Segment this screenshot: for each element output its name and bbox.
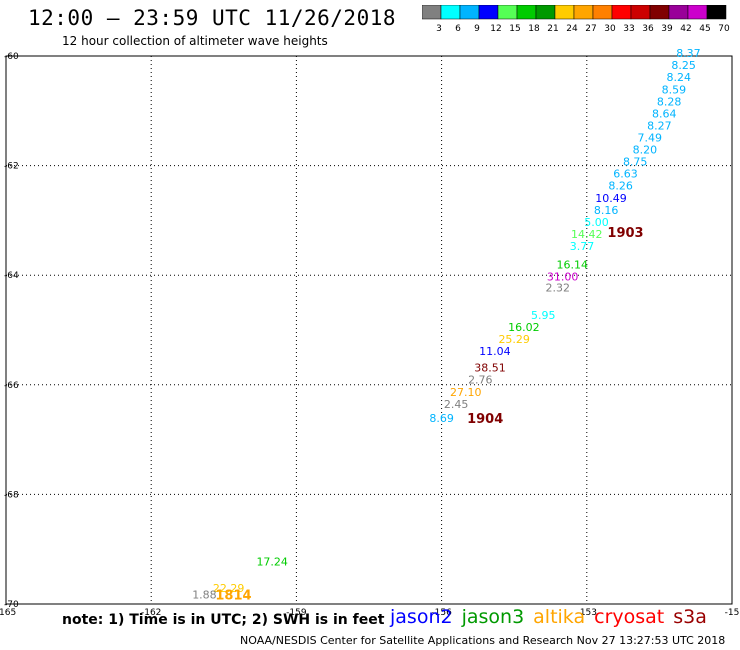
color-scale-label: 42 bbox=[680, 24, 691, 34]
color-scale-label: 6 bbox=[455, 24, 461, 34]
color-scale-label: 39 bbox=[661, 24, 673, 34]
color-scale-label: 36 bbox=[642, 24, 654, 34]
wave-height-label: 8.27 bbox=[647, 119, 672, 132]
pass-time-label: 1904 bbox=[467, 412, 503, 427]
satellite-legend: jason2 jason3 altika cryosat s3a bbox=[390, 606, 716, 628]
wave-height-label: 7.49 bbox=[637, 131, 662, 144]
wave-height-label: 8.28 bbox=[657, 95, 682, 108]
credit-line: NOAA/NESDIS Center for Satellite Applica… bbox=[240, 634, 726, 647]
wave-height-label: 6.63 bbox=[613, 168, 638, 181]
color-scale-label: 21 bbox=[547, 24, 558, 34]
satellite-name-altika: altika bbox=[533, 606, 586, 628]
wave-height-label: 5.00 bbox=[584, 216, 609, 229]
wave-height-label: 3.77 bbox=[570, 240, 595, 253]
plot-frame bbox=[5, 55, 733, 605]
wave-height-label: 11.04 bbox=[479, 345, 511, 358]
satellite-name-s3a: s3a bbox=[673, 606, 707, 628]
x-tick-label: -159 bbox=[286, 608, 307, 618]
units-note: note: 1) Time is in UTC; 2) SWH is in fe… bbox=[62, 612, 385, 628]
wave-height-label: 8.64 bbox=[652, 107, 677, 120]
wave-height-label: 8.20 bbox=[633, 144, 658, 157]
wave-height-label: 8.37 bbox=[676, 47, 701, 60]
wave-height-label: 16.14 bbox=[557, 259, 589, 272]
y-tick-label: -64 bbox=[4, 271, 19, 281]
pass-time-label: 1814 bbox=[215, 589, 251, 604]
color-scale-label: 70 bbox=[718, 24, 730, 34]
y-tick-label: -70 bbox=[4, 600, 19, 610]
wave-height-label: 31.00 bbox=[547, 271, 579, 284]
color-scale-label: 3 bbox=[436, 24, 442, 34]
y-tick-label: -62 bbox=[4, 162, 19, 172]
satellite-name-jason2: jason2 bbox=[390, 606, 453, 628]
wave-height-label: 8.24 bbox=[667, 71, 692, 84]
wave-height-label: 5.95 bbox=[531, 309, 556, 322]
color-scale-label: 33 bbox=[623, 24, 634, 34]
wave-height-label: 8.69 bbox=[429, 412, 454, 425]
wave-height-label: 16.02 bbox=[508, 321, 540, 334]
color-swatch bbox=[706, 5, 727, 20]
wave-height-label: 2.32 bbox=[546, 282, 571, 295]
wave-height-label: 8.16 bbox=[594, 204, 619, 217]
color-scale-label: 24 bbox=[566, 24, 578, 34]
wave-height-label: 8.25 bbox=[671, 59, 696, 72]
chart-title: 12:00 – 23:59 UTC 11/26/2018 bbox=[28, 6, 397, 30]
x-tick-label: -153 bbox=[577, 608, 597, 618]
wave-height-label: 27.10 bbox=[450, 386, 482, 399]
satellite-name-cryosat: cryosat bbox=[594, 606, 665, 628]
y-tick-label: -60 bbox=[4, 52, 19, 62]
color-scale-label: 45 bbox=[699, 24, 710, 34]
color-scale-label: 12 bbox=[490, 24, 501, 34]
wave-height-label: 2.76 bbox=[468, 374, 493, 387]
wave-height-label: 8.26 bbox=[608, 180, 633, 193]
y-tick-label: -68 bbox=[4, 490, 19, 500]
wave-height-label: 22.29 bbox=[213, 582, 245, 595]
color-scale-label: 30 bbox=[604, 24, 616, 34]
color-scale-label: 27 bbox=[585, 24, 596, 34]
color-scale-label: 9 bbox=[474, 24, 480, 34]
y-tick-label: -66 bbox=[4, 381, 19, 391]
wave-height-label: 8.59 bbox=[662, 83, 687, 96]
color-scale-label: 15 bbox=[509, 24, 520, 34]
wave-height-label: 25.29 bbox=[498, 333, 530, 346]
wave-height-label: 38.51 bbox=[474, 362, 506, 375]
wave-height-label: 1.88 bbox=[192, 589, 217, 602]
chart-subtitle: 12 hour collection of altimeter wave hei… bbox=[62, 34, 328, 48]
x-tick-label: -165 bbox=[0, 608, 16, 618]
wave-height-label: 14.42 bbox=[571, 228, 603, 241]
color-scale-label: 18 bbox=[528, 24, 540, 34]
x-tick-label: -15 bbox=[725, 608, 740, 618]
wave-height-label: 10.49 bbox=[595, 192, 627, 205]
x-tick-label: -156 bbox=[431, 608, 452, 618]
satellite-name-jason3: jason3 bbox=[461, 606, 525, 628]
wave-height-label: 8.75 bbox=[623, 156, 648, 169]
wave-height-label: 17.24 bbox=[256, 556, 288, 569]
wave-height-label: 2.45 bbox=[444, 398, 469, 411]
pass-time-label: 1903 bbox=[607, 226, 643, 241]
x-tick-label: -162 bbox=[141, 608, 161, 618]
